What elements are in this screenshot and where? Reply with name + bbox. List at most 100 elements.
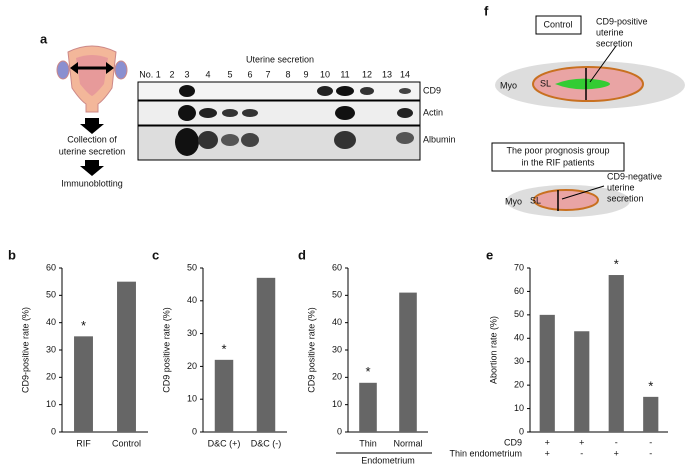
panel-label: c xyxy=(152,247,159,262)
lane-label: 5 xyxy=(227,69,232,79)
bar xyxy=(643,396,659,432)
condition-mark: + xyxy=(545,448,550,458)
lane-labels: No. 1 2 3 4 5 6 7 8 9 10 11 12 13 14 xyxy=(139,69,410,79)
lane-label: 6 xyxy=(247,69,252,79)
sl-label: SL xyxy=(530,195,541,205)
row-label: Actin xyxy=(423,107,443,117)
condition-mark: - xyxy=(580,448,583,458)
bar xyxy=(608,275,624,432)
y-tick-label: 10 xyxy=(46,399,56,409)
x-tick-label: RIF xyxy=(76,438,91,448)
endometrium xyxy=(533,189,599,211)
y-axis-label: CD9 positive rate (%) xyxy=(306,307,316,393)
condition-mark: + xyxy=(614,448,619,458)
y-tick-label: 50 xyxy=(46,290,56,300)
y-tick-label: 10 xyxy=(514,403,524,413)
callout: CD9-negative xyxy=(607,171,662,181)
row-label: CD9 xyxy=(423,85,441,95)
lane-label: 10 xyxy=(320,69,330,79)
bar xyxy=(117,281,136,432)
condition-label: CD9 xyxy=(504,437,522,447)
step-text: uterine secretion xyxy=(59,146,126,156)
bar xyxy=(214,359,234,432)
y-tick-label: 10 xyxy=(187,394,197,404)
callout: CD9-positive xyxy=(596,16,648,26)
panel-label: b xyxy=(8,247,16,262)
myo-label: Myo xyxy=(500,80,517,90)
y-tick-label: 10 xyxy=(332,399,342,409)
bar xyxy=(359,382,377,432)
y-tick-label: 20 xyxy=(514,380,524,390)
lane-label: 3 xyxy=(184,69,189,79)
lane-label: 4 xyxy=(205,69,210,79)
bar xyxy=(74,336,93,432)
y-tick-label: 0 xyxy=(337,426,342,436)
box-text: Control xyxy=(543,19,572,29)
bar xyxy=(539,314,555,432)
lane-label: 9 xyxy=(303,69,308,79)
significance-star: * xyxy=(81,318,86,333)
step-text: Collection of xyxy=(67,134,117,144)
y-tick-label: 30 xyxy=(332,344,342,354)
box xyxy=(491,142,625,172)
blot-header: Uterine secretion xyxy=(246,54,314,64)
secretion xyxy=(555,78,610,90)
lane-label: 13 xyxy=(382,69,392,79)
condition-mark: + xyxy=(545,437,550,447)
lane-label: No. 1 xyxy=(139,69,161,79)
callout: uterine xyxy=(607,182,635,192)
uterus-icon xyxy=(56,45,128,176)
lane-label: 8 xyxy=(285,69,290,79)
row-label: Albumin xyxy=(423,134,456,144)
pointer xyxy=(589,45,617,83)
significance-star: * xyxy=(614,256,619,271)
myo-label: Myo xyxy=(505,196,522,206)
y-tick-label: 0 xyxy=(51,426,56,436)
y-tick-label: 60 xyxy=(46,262,56,272)
y-tick-label: 30 xyxy=(187,328,197,338)
lane-label: 14 xyxy=(400,69,410,79)
callout: secretion xyxy=(596,38,633,48)
blot xyxy=(137,81,421,161)
callout: secretion xyxy=(607,193,644,203)
condition-mark: - xyxy=(615,437,618,447)
panel-label: a xyxy=(40,31,48,46)
y-tick-label: 50 xyxy=(514,309,524,319)
x-tick-label: Control xyxy=(112,438,141,448)
bar xyxy=(256,277,276,432)
x-tick-label: D&C (-) xyxy=(251,438,282,448)
y-tick-label: 60 xyxy=(514,286,524,296)
x-tick-label: D&C (+) xyxy=(208,438,241,448)
y-tick-label: 20 xyxy=(332,372,342,382)
significance-star: * xyxy=(365,364,370,379)
y-tick-label: 50 xyxy=(332,290,342,300)
y-axis-label: CD9-positive rate (%) xyxy=(20,307,30,393)
condition-mark: - xyxy=(649,448,652,458)
lane-label: 2 xyxy=(169,69,174,79)
group-label: Endometrium xyxy=(361,455,415,465)
box-text: in the RIF patients xyxy=(521,157,595,167)
x-tick-label: Normal xyxy=(393,438,422,448)
panel-label: d xyxy=(298,247,306,262)
lane-label: 12 xyxy=(362,69,372,79)
condition-mark: - xyxy=(649,437,652,447)
x-tick-label: Thin xyxy=(359,438,377,448)
lane-label: 7 xyxy=(265,69,270,79)
step-text: Immunoblotting xyxy=(61,178,123,188)
y-tick-label: 40 xyxy=(514,333,524,343)
sl-label: SL xyxy=(540,78,551,88)
y-axis-label: Abortion rate (%) xyxy=(488,316,498,384)
y-tick-label: 60 xyxy=(332,262,342,272)
y-tick-label: 20 xyxy=(187,361,197,371)
panel-label: e xyxy=(486,247,493,262)
bar xyxy=(574,331,590,432)
y-tick-label: 0 xyxy=(192,426,197,436)
condition-mark: + xyxy=(579,437,584,447)
y-tick-label: 40 xyxy=(332,317,342,327)
significance-star: * xyxy=(648,378,653,393)
y-tick-label: 30 xyxy=(46,344,56,354)
bar xyxy=(399,292,417,432)
significance-star: * xyxy=(221,341,226,356)
callout: uterine xyxy=(596,27,624,37)
